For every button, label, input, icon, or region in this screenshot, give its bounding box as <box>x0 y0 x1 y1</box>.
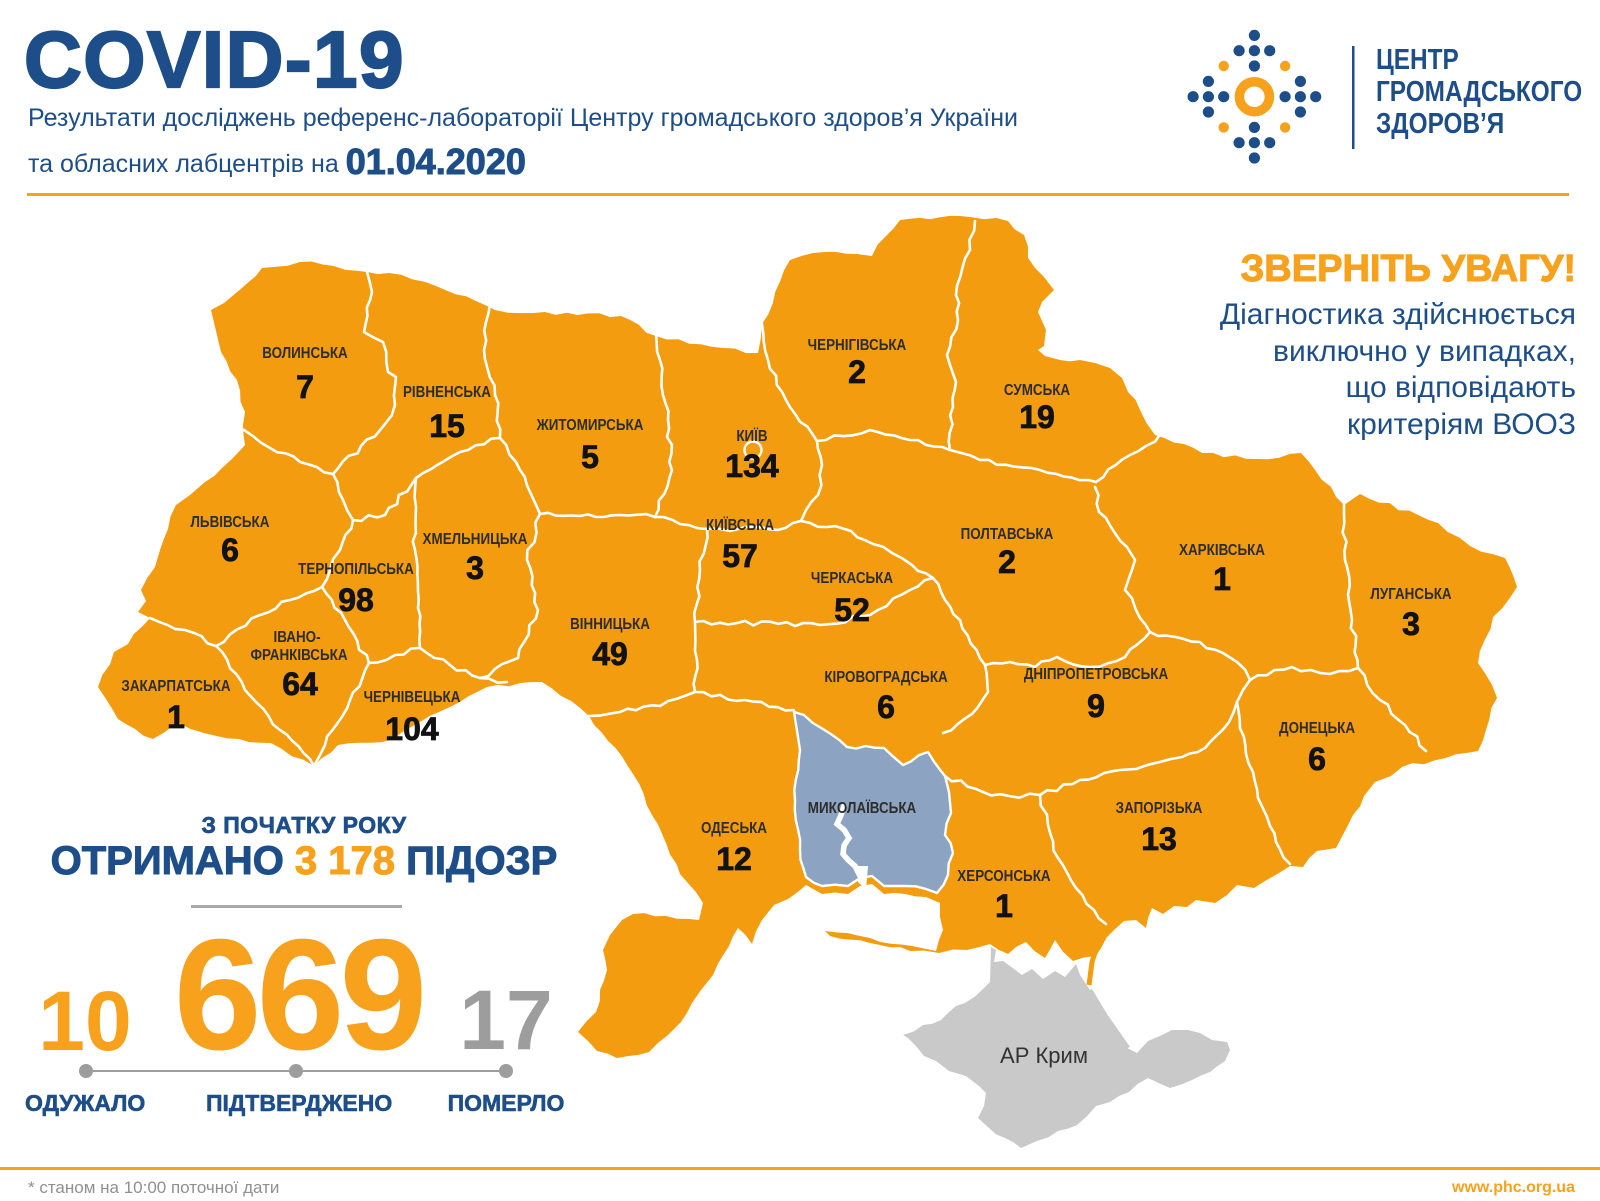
svg-text:ТЕРНОПІЛЬСЬКА: ТЕРНОПІЛЬСЬКА <box>298 561 414 578</box>
svg-text:3: 3 <box>1402 606 1420 642</box>
svg-text:6: 6 <box>221 532 239 568</box>
svg-text:15: 15 <box>429 408 465 444</box>
svg-text:ЗАКАРПАТСЬКА: ЗАКАРПАТСЬКА <box>121 678 230 695</box>
svg-text:ДНІПРОПЕТРОВСЬКА: ДНІПРОПЕТРОВСЬКА <box>1024 666 1169 683</box>
svg-text:98: 98 <box>338 582 374 618</box>
svg-text:ЗАПОРІЗЬКА: ЗАПОРІЗЬКА <box>1116 800 1203 817</box>
svg-text:ХЕРСОНСЬКА: ХЕРСОНСЬКА <box>957 868 1051 885</box>
svg-text:2: 2 <box>848 354 866 390</box>
svg-text:КИЇВСЬКА: КИЇВСЬКА <box>706 516 774 534</box>
svg-text:ХМЕЛЬНИЦЬКА: ХМЕЛЬНИЦЬКА <box>423 531 528 548</box>
svg-text:9: 9 <box>1087 688 1105 724</box>
svg-text:19: 19 <box>1019 399 1055 435</box>
svg-text:ЛЬВІВСЬКА: ЛЬВІВСЬКА <box>191 514 270 531</box>
svg-text:2: 2 <box>998 544 1016 580</box>
svg-text:РІВНЕНСЬКА: РІВНЕНСЬКА <box>403 384 491 401</box>
svg-text:1: 1 <box>167 699 185 735</box>
svg-text:ЧЕРКАСЬКА: ЧЕРКАСЬКА <box>811 570 893 587</box>
svg-text:6: 6 <box>1308 741 1326 777</box>
svg-text:7: 7 <box>296 369 314 405</box>
svg-text:134: 134 <box>725 448 779 484</box>
svg-text:49: 49 <box>592 636 628 672</box>
svg-text:ФРАНКІВСЬКА: ФРАНКІВСЬКА <box>251 647 348 664</box>
svg-text:1: 1 <box>995 888 1013 924</box>
svg-text:ЛУГАНСЬКА: ЛУГАНСЬКА <box>1370 586 1452 603</box>
svg-text:ВОЛИНСЬКА: ВОЛИНСЬКА <box>262 345 348 362</box>
svg-text:ДОНЕЦЬКА: ДОНЕЦЬКА <box>1279 720 1355 737</box>
svg-text:12: 12 <box>716 841 752 877</box>
svg-text:6: 6 <box>877 689 895 725</box>
svg-text:64: 64 <box>282 666 318 702</box>
svg-text:5: 5 <box>581 439 599 475</box>
svg-text:КІРОВОГРАДСЬКА: КІРОВОГРАДСЬКА <box>824 669 948 686</box>
svg-text:3: 3 <box>466 550 484 586</box>
svg-text:ЧЕРНІВЕЦЬКА: ЧЕРНІВЕЦЬКА <box>364 689 461 706</box>
svg-text:ЖИТОМИРСЬКА: ЖИТОМИРСЬКА <box>536 417 644 434</box>
svg-text:ОДЕСЬКА: ОДЕСЬКА <box>701 820 767 837</box>
svg-text:104: 104 <box>385 711 439 747</box>
svg-text:ПОЛТАВСЬКА: ПОЛТАВСЬКА <box>961 526 1054 543</box>
svg-text:57: 57 <box>722 538 758 574</box>
svg-text:ХАРКІВСЬКА: ХАРКІВСЬКА <box>1179 542 1265 559</box>
svg-text:МИКОЛАЇВСЬКА: МИКОЛАЇВСЬКА <box>808 799 917 817</box>
svg-text:13: 13 <box>1141 821 1177 857</box>
svg-text:КИЇВ: КИЇВ <box>736 427 767 445</box>
svg-text:ВІННИЦЬКА: ВІННИЦЬКА <box>570 616 650 633</box>
svg-text:АР Крим: АР Крим <box>1000 1043 1088 1068</box>
svg-text:ЧЕРНІГІВСЬКА: ЧЕРНІГІВСЬКА <box>808 337 907 354</box>
svg-text:52: 52 <box>834 592 870 628</box>
svg-text:ІВАНО-: ІВАНО- <box>273 629 320 646</box>
svg-text:СУМСЬКА: СУМСЬКА <box>1004 382 1071 399</box>
svg-text:1: 1 <box>1213 561 1231 597</box>
